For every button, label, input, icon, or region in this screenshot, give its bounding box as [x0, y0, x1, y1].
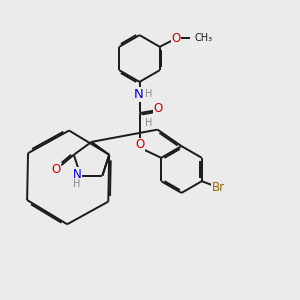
Text: N: N [73, 167, 81, 181]
Text: H: H [73, 179, 81, 189]
Text: H: H [145, 118, 152, 128]
Text: O: O [172, 32, 181, 45]
Text: O: O [153, 102, 162, 116]
Text: O: O [135, 138, 144, 151]
Text: O: O [51, 163, 60, 176]
Text: Br: Br [212, 181, 225, 194]
Text: H: H [146, 89, 153, 99]
Text: CH₃: CH₃ [195, 33, 213, 43]
Text: N: N [134, 88, 144, 101]
